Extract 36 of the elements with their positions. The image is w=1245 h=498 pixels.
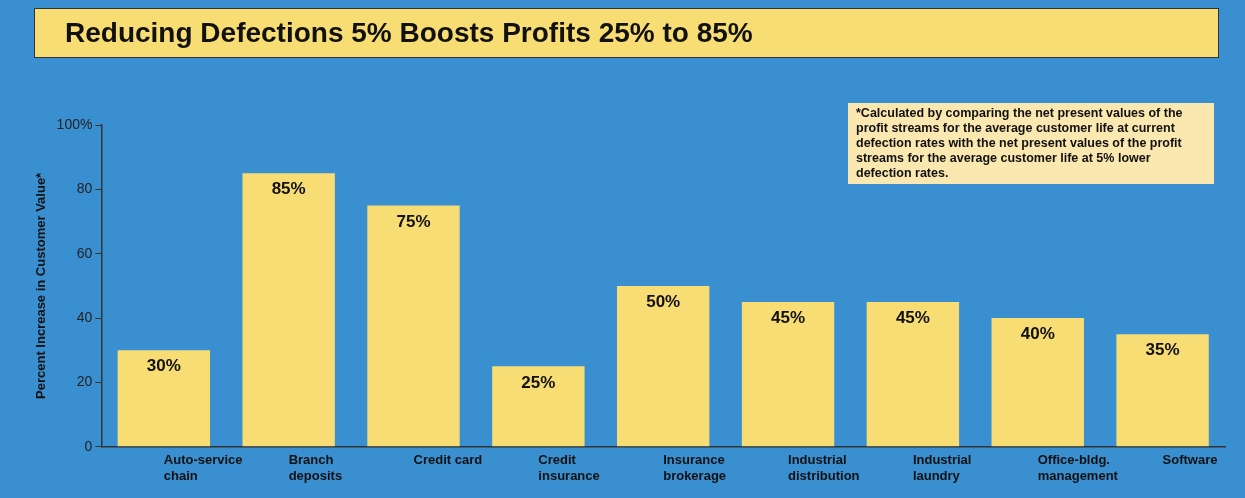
y-tick-label: 0 <box>84 437 93 454</box>
bar <box>991 318 1084 447</box>
y-tick-label: 100% <box>56 115 93 132</box>
data-label: 85% <box>271 179 306 199</box>
annotation: *Calculated by comparing the net present values of the profit streams for the average customer life at current defection rates with the net present values of the profit streams for the average customer life at 5% lower defection rates. <box>848 103 1214 184</box>
x-tick-label: Industrial distribution <box>788 452 860 483</box>
x-tick-label: Software <box>1162 452 1218 468</box>
data-label: 35% <box>1145 340 1180 360</box>
bar <box>866 301 960 447</box>
data-label: 45% <box>771 308 806 328</box>
bar <box>1116 334 1209 447</box>
data-label: 30% <box>146 356 181 376</box>
bar <box>117 350 211 447</box>
x-tick-label: Insurance brokerage <box>663 452 727 483</box>
y-tick-label: 40 <box>76 308 93 325</box>
bar <box>492 366 585 447</box>
data-label: 45% <box>895 308 930 328</box>
data-label: 50% <box>646 292 681 312</box>
x-tick-label: Office-bldg. management <box>1037 452 1119 483</box>
chart-title: Reducing Defections 5% Boosts Profits 25% to 85% <box>34 8 1219 58</box>
data-label: 40% <box>1020 324 1055 344</box>
y-tick-label: 20 <box>76 373 93 390</box>
x-tick-label: Industrial laundry <box>912 452 972 483</box>
bar <box>617 285 710 447</box>
x-tick-label: Credit card <box>413 452 483 468</box>
data-label: 75% <box>396 211 431 231</box>
x-tick-label: Auto-service chain <box>163 452 243 483</box>
y-axis-title: Percent Increase in Customer Value* <box>33 171 49 399</box>
bar <box>367 205 460 447</box>
x-tick-label: Credit insurance <box>538 452 600 483</box>
data-label: 25% <box>521 372 556 392</box>
bar <box>741 301 835 447</box>
x-tick-label: Branch deposits <box>288 452 343 483</box>
y-tick-label: 80 <box>76 180 93 197</box>
bar <box>242 173 335 447</box>
y-tick-label: 60 <box>76 244 93 261</box>
